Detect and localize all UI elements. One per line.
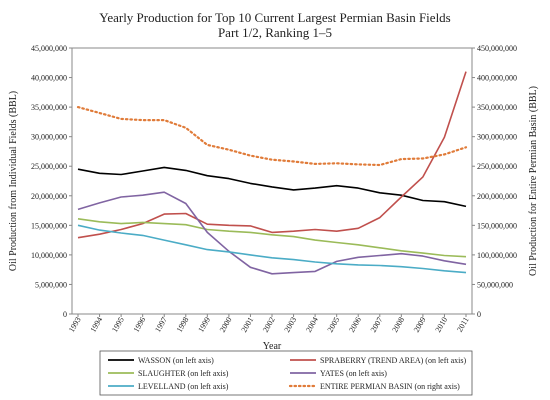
y-axis-left-ticks: 0 5,000,000 10,000,000 15,000,000 20,000,000… bbox=[31, 44, 72, 319]
y-left-tick-label: 20,000,000 bbox=[31, 192, 67, 201]
series-line-5 bbox=[76, 105, 468, 167]
y-axis-left-label: Oil Production from Individual Fields (B… bbox=[8, 91, 19, 271]
x-tick-label: 2009 bbox=[412, 316, 428, 334]
legend-label: LEVELLAND (on left axis) bbox=[138, 382, 229, 391]
x-tick-label: 2011 bbox=[455, 316, 471, 334]
legend-label: WASSON (on left axis) bbox=[138, 356, 214, 365]
x-tick-label: 1995 bbox=[110, 316, 126, 334]
y-right-tick-label: 350,000,000 bbox=[477, 103, 517, 112]
y-right-tick-label: 0 bbox=[477, 310, 481, 319]
x-axis-label: Year bbox=[263, 341, 282, 352]
series-line-4 bbox=[77, 224, 467, 274]
x-tick-label: 2003 bbox=[282, 316, 298, 334]
x-tick-label: 1998 bbox=[175, 316, 191, 334]
chart-title: Yearly Production for Top 10 Current Lar… bbox=[99, 10, 451, 25]
series-line-2 bbox=[77, 218, 467, 258]
x-tick-label: 2006 bbox=[347, 316, 363, 334]
y-left-tick-label: 45,000,000 bbox=[31, 44, 67, 53]
legend-box bbox=[99, 350, 473, 396]
x-tick-label: 2005 bbox=[326, 316, 342, 334]
y-right-tick-label: 50,000,000 bbox=[477, 280, 513, 289]
x-tick-label: 2000 bbox=[218, 316, 234, 334]
x-tick-label: 2001 bbox=[239, 316, 255, 334]
y-right-tick-label: 300,000,000 bbox=[477, 133, 517, 142]
series-line-3 bbox=[77, 191, 467, 275]
x-tick-label: 1994 bbox=[88, 316, 104, 334]
y-axis-right-label: Oil Production for Entire Permian Basin … bbox=[528, 86, 539, 276]
x-tick-label: 1993 bbox=[67, 316, 83, 334]
y-right-tick-label: 250,000,000 bbox=[477, 162, 517, 171]
y-axis-right-ticks: 0 50,000,000 100,000,000 150,000,000 200,000… bbox=[472, 44, 517, 319]
y-left-tick-label: 25,000,000 bbox=[31, 162, 67, 171]
y-left-tick-label: 30,000,000 bbox=[31, 133, 67, 142]
legend-label: SLAUGHTER (on left axis) bbox=[138, 369, 229, 378]
x-tick-label: 2004 bbox=[304, 316, 320, 334]
series-line-1 bbox=[77, 71, 467, 239]
y-right-tick-label: 400,000,000 bbox=[477, 74, 517, 83]
y-right-tick-label: 450,000,000 bbox=[477, 44, 517, 53]
legend-label: YATES (on left axis) bbox=[320, 369, 387, 378]
legend-label: SPRABERRY (TREND AREA) (on left axis) bbox=[320, 356, 466, 365]
y-right-tick-label: 150,000,000 bbox=[477, 221, 517, 230]
series-lines bbox=[76, 71, 468, 275]
legend: WASSON (on left axis) SPRABERRY (TREND AR… bbox=[108, 356, 466, 391]
y-left-tick-label: 35,000,000 bbox=[31, 103, 67, 112]
y-left-tick-label: 15,000,000 bbox=[31, 221, 67, 230]
y-left-tick-label: 40,000,000 bbox=[31, 74, 67, 83]
chart-subtitle: Part 1/2, Ranking 1–5 bbox=[218, 25, 332, 40]
x-tick-label: 1996 bbox=[132, 316, 148, 334]
x-tick-label: 1997 bbox=[153, 316, 169, 334]
y-left-tick-label: 10,000,000 bbox=[31, 251, 67, 260]
legend-label: ENTIRE PERMIAN BASIN (on right axis) bbox=[320, 382, 460, 391]
x-tick-label: 1999 bbox=[196, 316, 212, 334]
y-right-tick-label: 100,000,000 bbox=[477, 251, 517, 260]
y-left-tick-label: 0 bbox=[63, 310, 67, 319]
x-tick-label: 2007 bbox=[369, 316, 385, 334]
y-right-tick-label: 200,000,000 bbox=[477, 192, 517, 201]
series-line-0 bbox=[77, 166, 467, 208]
x-axis-ticks: 1993 1994 1995 1996 1997 1998 1999 2000 2001 2002… bbox=[67, 314, 471, 334]
y-left-tick-label: 5,000,000 bbox=[35, 280, 67, 289]
x-tick-label: 2010 bbox=[433, 316, 449, 334]
x-tick-label: 2008 bbox=[390, 316, 406, 334]
x-tick-label: 2002 bbox=[261, 316, 277, 334]
